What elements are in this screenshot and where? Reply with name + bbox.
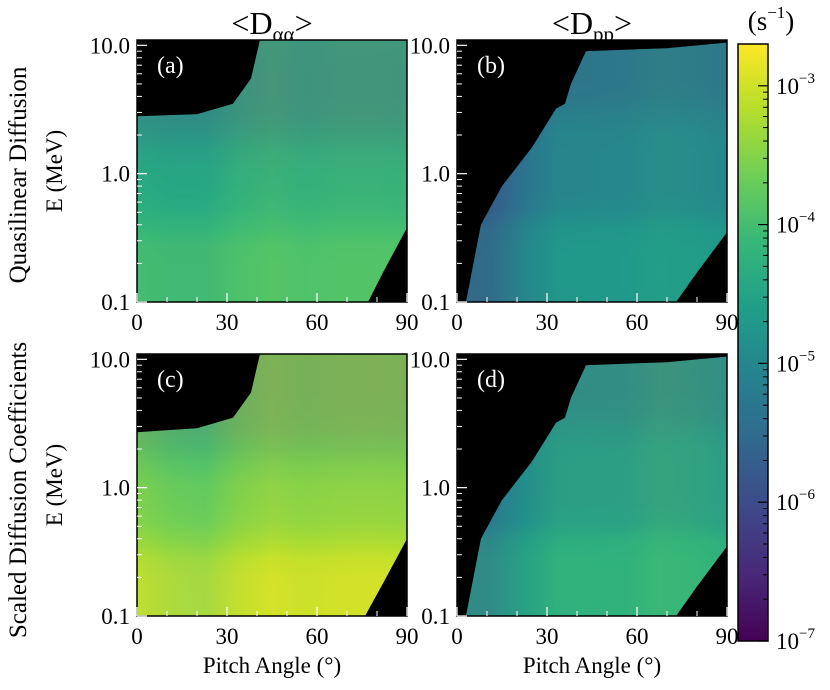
panel-c: (c) 0 30 60 90 0.1 1.0 10.0 Pitch Angle (°) E (Me… [42,347,419,678]
x-tick-label: 90 [396,624,419,649]
colorbar-tick-label: 10−7 [776,626,815,654]
diffusion-field-overlay [457,356,727,616]
y-tick-label: 1.0 [421,476,450,501]
x-tick-label: 30 [216,624,239,649]
x-axis-label: Pitch Angle (°) [203,653,341,678]
x-tick-label: 60 [626,624,649,649]
x-tick-label: 90 [396,310,419,335]
diffusion-field-overlay [137,354,407,616]
column-title-dpp: <Dpp> [552,5,632,46]
panel-label: (b) [477,53,505,79]
y-tick-label: 0.1 [101,604,130,629]
y-tick-label: 10.0 [90,33,130,58]
panel-frame [456,39,728,303]
x-tick-label: 0 [131,310,143,335]
row-label-quasilinear: Quasilinear Diffusion [5,66,32,283]
x-tick-label: 60 [306,624,329,649]
x-tick-label: 0 [131,624,143,649]
colorbar-unit: (s−1) [748,3,795,36]
x-tick-label: 30 [216,310,239,335]
x-axis-label: Pitch Angle (°) [523,653,661,678]
y-tick-label: 10.0 [90,347,130,372]
y-axis-label: E (MeV) [42,444,67,526]
y-tick-label: 1.0 [101,476,130,501]
panel-a: (a) 0 30 60 90 0.1 1.0 10.0 E (MeV) [42,33,419,335]
diffusion-region [137,354,407,616]
row-label-scaled: Scaled Diffusion Coefficients [5,342,32,638]
colorbar-gradient [738,44,768,641]
x-tick-label: 90 [716,624,739,649]
panel-label: (d) [477,367,505,393]
x-tick-label: 60 [626,310,649,335]
diffusion-field-overlay [137,40,407,302]
panel-d: (d) 0 30 60 90 0.1 1.0 10.0 Pitch Angle (°) [410,347,739,678]
y-axis-label: E (MeV) [42,130,67,212]
y-tick-label: 0.1 [421,290,450,315]
x-tick-label: 30 [536,310,559,335]
colorbar-frame [737,43,769,642]
x-tick-label: 90 [716,310,739,335]
y-tick-label: 10.0 [410,347,450,372]
diffusion-region [137,40,407,302]
panel-frame [456,353,728,617]
y-tick-label: 1.0 [101,162,130,187]
panel-b: (b) 0 30 60 90 0.1 1.0 10.0 [410,33,739,335]
y-tick-label: 0.1 [421,604,450,629]
colorbar: 10−3 10−4 10−5 10−6 10−7 [737,43,815,654]
x-tick-label: 60 [306,310,329,335]
panel-label: (a) [157,53,184,79]
diffusion-field-overlay [457,42,727,302]
diffusion-region [457,42,727,302]
x-tick-label: 0 [451,624,463,649]
x-tick-label: 0 [451,310,463,335]
colorbar-tick-label: 10−5 [776,348,815,376]
y-tick-label: 10.0 [410,33,450,58]
colorbar-tick-label: 10−6 [776,487,815,515]
panel-label: (c) [157,367,184,393]
x-tick-label: 30 [536,624,559,649]
colorbar-tick-label: 10−4 [776,210,815,238]
diffusion-region [457,356,727,616]
colorbar-tick-label: 10−3 [776,71,815,99]
y-tick-label: 0.1 [101,290,130,315]
panel-frame [136,353,408,617]
panel-frame [136,39,408,303]
y-tick-label: 1.0 [421,162,450,187]
